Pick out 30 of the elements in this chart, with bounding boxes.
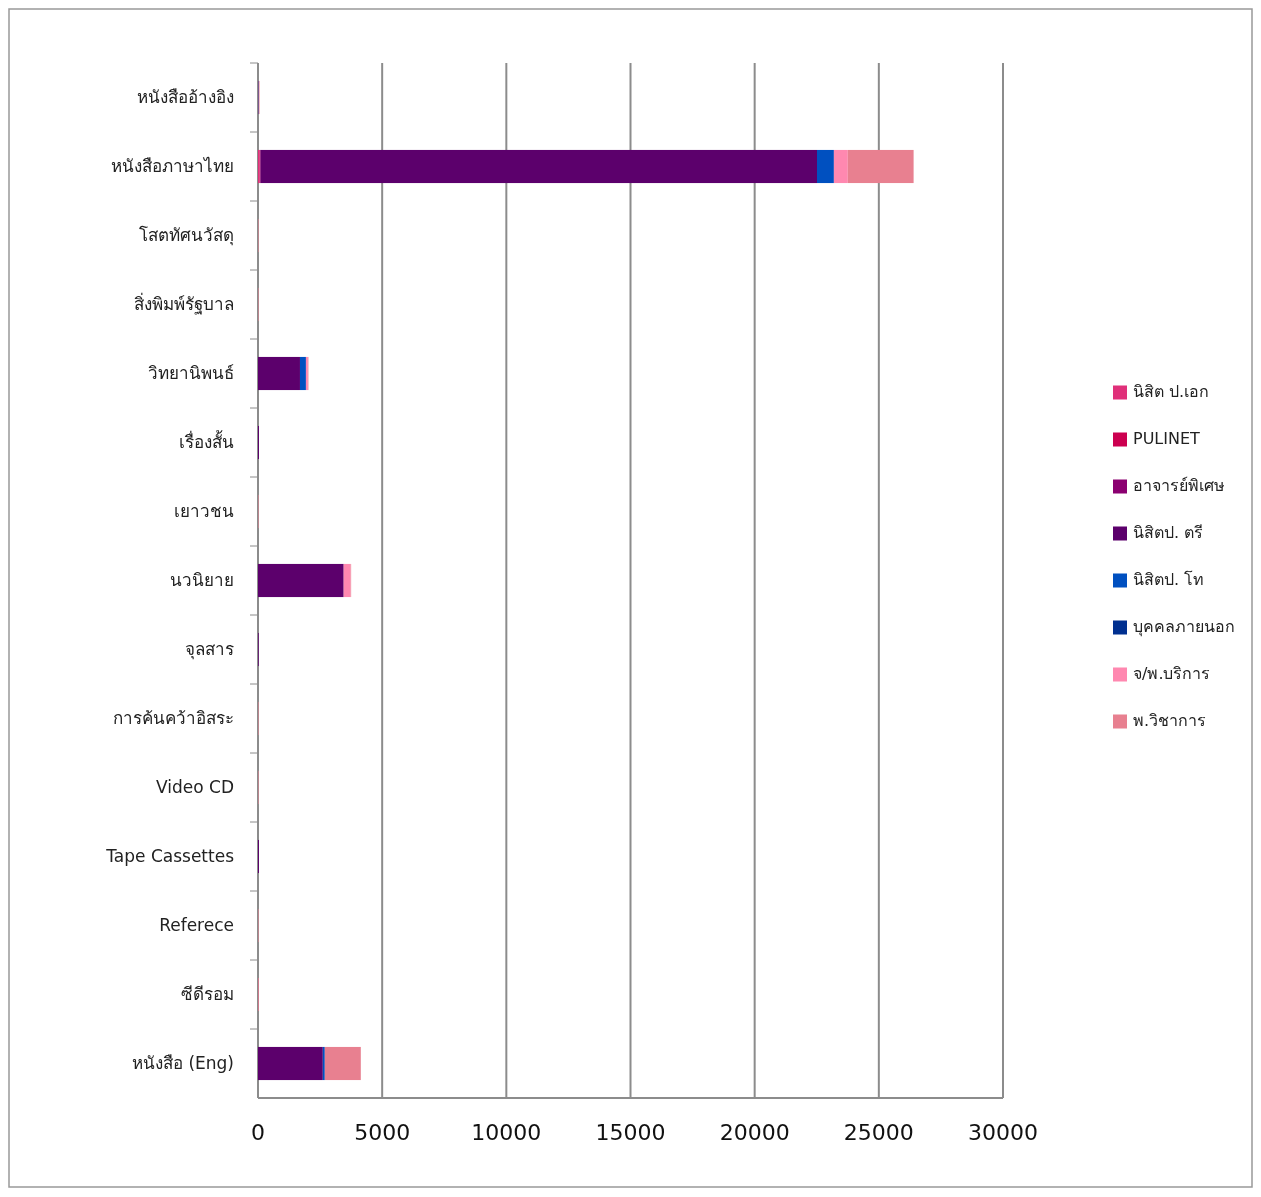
legend-label: นิสิตป. ตรี <box>1133 523 1204 542</box>
x-tick-label: 15000 <box>595 1120 666 1145</box>
y-tick-label: ซีดีรอม <box>181 983 234 1004</box>
y-tick-label: Tape Cassettes <box>105 845 235 866</box>
legend-label: PULINET <box>1133 429 1201 448</box>
y-tick-label: วิทยานิพนธ์ <box>148 362 234 383</box>
y-tick-label: หนังสืออ้างอิง <box>137 86 234 107</box>
x-tick-label: 10000 <box>471 1120 542 1145</box>
y-tick-label: การค้นคว้าอิสระ <box>113 707 234 728</box>
y-tick-label: หนังสือ (Eng) <box>132 1052 234 1073</box>
y-tick-label: โสตทัศนวัสดุ <box>139 224 234 246</box>
y-tick-label: หนังสือภาษาไทย <box>111 155 234 176</box>
x-tick-label: 30000 <box>968 1120 1038 1145</box>
legend-label: จ/พ.บริการ <box>1133 664 1211 683</box>
y-tick-label: Referece <box>159 914 234 935</box>
legend-label: นิสิต ป.เอก <box>1133 382 1210 401</box>
x-tick-label: 5000 <box>354 1120 411 1145</box>
y-tick-label: เยาวชน <box>174 500 234 521</box>
legend-label: บุคคลภายนอก <box>1133 617 1235 637</box>
legend-label: อาจารย์พิเศษ <box>1133 476 1225 495</box>
legend-label: นิสิตป. โท <box>1133 570 1205 589</box>
x-tick-label: 0 <box>251 1120 265 1145</box>
y-tick-label: เรื่องสั้น <box>179 429 234 452</box>
x-tick-label: 25000 <box>843 1120 914 1145</box>
y-tick-label: จุลสาร <box>185 638 234 660</box>
x-tick-label: 20000 <box>719 1120 790 1145</box>
y-tick-label: นวนิยาย <box>170 569 234 590</box>
y-tick-label: Video CD <box>156 776 234 797</box>
y-tick-label: สิ่งพิมพ์รัฐบาล <box>134 291 234 315</box>
legend-label: พ.วิชาการ <box>1133 711 1207 730</box>
